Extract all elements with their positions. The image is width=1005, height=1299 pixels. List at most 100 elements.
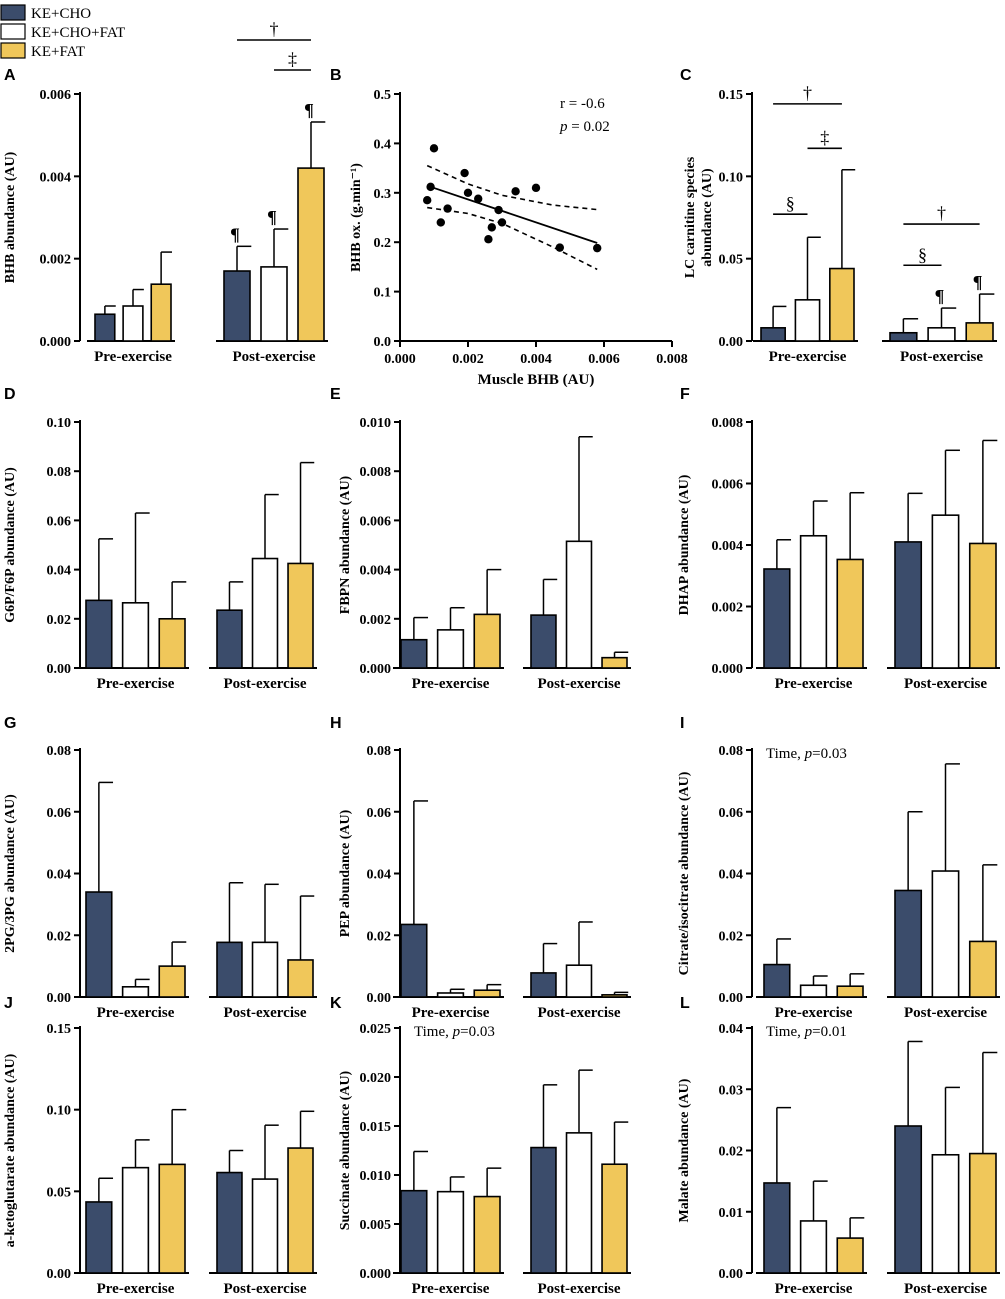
y-tick-label: 0.04 bbox=[719, 868, 744, 883]
y-tick-label: 0.0 bbox=[374, 335, 392, 350]
data-point bbox=[423, 196, 432, 205]
bar bbox=[894, 1125, 923, 1274]
legend: KE+CHO KE+CHO+FAT KE+FAT bbox=[0, 4, 125, 60]
bar bbox=[287, 562, 314, 669]
bar bbox=[121, 986, 150, 998]
bar bbox=[297, 167, 325, 342]
category-label: Post-exercise bbox=[904, 676, 987, 692]
bar bbox=[260, 266, 288, 342]
legend-swatch bbox=[0, 42, 26, 59]
category-label: Pre-exercise bbox=[412, 1005, 490, 1021]
bar bbox=[836, 985, 864, 998]
bar bbox=[150, 283, 172, 342]
y-tick-label: 0.05 bbox=[719, 253, 744, 268]
bar bbox=[436, 629, 465, 669]
y-tick-label: 0.02 bbox=[719, 929, 744, 944]
y-tick-label: 0.06 bbox=[719, 806, 744, 821]
r-annotation: r = -0.6 bbox=[560, 96, 605, 112]
bar bbox=[763, 568, 791, 669]
y-tick-label: 0.02 bbox=[367, 929, 392, 944]
bar bbox=[530, 1146, 557, 1274]
y-tick-label: 0.04 bbox=[47, 868, 72, 883]
y-tick-label: 0.08 bbox=[47, 744, 72, 759]
bar bbox=[601, 656, 628, 669]
data-point bbox=[463, 188, 473, 197]
data-point bbox=[494, 205, 503, 215]
bar bbox=[601, 994, 628, 998]
ci-lower-line bbox=[427, 206, 598, 271]
panel-e: E 0.000 0.002 0.004 0.006 0.008 0.010 FBPN abun… bbox=[330, 386, 631, 692]
bar bbox=[931, 1153, 960, 1274]
bar bbox=[931, 514, 960, 669]
y-tick-label: 0.06 bbox=[47, 514, 72, 529]
bar bbox=[473, 613, 501, 669]
bracket-symbol: ‡ bbox=[288, 49, 297, 69]
y-tick-label: 0.00 bbox=[719, 1267, 744, 1282]
y-tick-label: 0.010 bbox=[360, 416, 392, 431]
y-tick-label: 0.008 bbox=[712, 416, 744, 431]
x-tick-label: 0.008 bbox=[656, 352, 688, 367]
category-label: Post-exercise bbox=[537, 1005, 620, 1021]
x-tick-label: 0.002 bbox=[452, 352, 484, 367]
category-label: Post-exercise bbox=[904, 1005, 987, 1021]
panel-label: I bbox=[680, 715, 684, 732]
y-tick-label: 0.00 bbox=[719, 335, 744, 350]
category-label: Pre-exercise bbox=[97, 1281, 175, 1297]
bar bbox=[85, 599, 113, 669]
bar bbox=[836, 1237, 864, 1274]
time-annotation: Time, p=0.03 bbox=[766, 746, 847, 762]
bar bbox=[251, 1178, 279, 1274]
y-tick-label: 0.04 bbox=[719, 1022, 744, 1037]
ci-upper-line bbox=[426, 164, 598, 211]
y-tick-label: 0.2 bbox=[374, 236, 392, 251]
y-axis-label: FBPN abundance (AU) bbox=[338, 475, 353, 614]
y-tick-label: 0.02 bbox=[47, 613, 72, 628]
category-label: Pre-exercise bbox=[97, 1005, 175, 1021]
y-axis-label: Succinate abundance (AU) bbox=[338, 1070, 353, 1230]
bar bbox=[760, 327, 786, 342]
y-tick-label: 0.015 bbox=[360, 1120, 392, 1135]
panel-f: F 0.000 0.002 0.004 0.006 0.008 DHAP abundance… bbox=[677, 386, 1000, 692]
panel-label: F bbox=[680, 386, 690, 403]
y-tick-label: 0.006 bbox=[360, 514, 392, 529]
bar bbox=[530, 972, 557, 998]
y-tick-label: 0.004 bbox=[712, 539, 744, 554]
panel-a: A 0.000 0.002 0.004 0.006 BHB abundance (AU) P… bbox=[3, 19, 328, 365]
category-label: Post-exercise bbox=[900, 349, 983, 365]
y-tick-label: 0.10 bbox=[47, 416, 72, 431]
category-label: Pre-exercise bbox=[412, 1281, 490, 1297]
y-tick-label: 0.006 bbox=[712, 478, 744, 493]
x-tick-label: 0.006 bbox=[588, 352, 620, 367]
category-label: Pre-exercise bbox=[775, 676, 853, 692]
bar bbox=[894, 541, 923, 669]
y-tick-label: 0.004 bbox=[40, 170, 72, 185]
bar bbox=[601, 1163, 628, 1274]
bar bbox=[436, 1190, 465, 1274]
data-point bbox=[436, 218, 445, 227]
bar bbox=[565, 540, 593, 669]
legend-swatch bbox=[0, 23, 26, 40]
bar bbox=[85, 1201, 113, 1274]
bar bbox=[121, 602, 150, 669]
y-axis-label: abundance (AU) bbox=[700, 168, 715, 267]
y-axis-label: G6P/F6P abundance (AU) bbox=[3, 467, 18, 623]
panel-c: C 0.00 0.05 0.10 0.15 LC carnitine species abu… bbox=[680, 67, 997, 365]
y-axis-label: BHB abundance (AU) bbox=[3, 151, 18, 283]
panel-k: K 0.000 0.005 0.010 0.015 0.020 0.025 Succinate… bbox=[330, 995, 631, 1297]
panel-label: K bbox=[330, 995, 342, 1012]
time-annotation: Time, p=0.03 bbox=[414, 1024, 495, 1040]
y-axis-label: PEP abundance (AU) bbox=[338, 809, 353, 937]
data-point bbox=[593, 243, 602, 253]
y-tick-label: 0.5 bbox=[374, 88, 392, 103]
bar bbox=[158, 617, 186, 669]
data-point bbox=[511, 187, 520, 196]
y-tick-label: 0.08 bbox=[719, 744, 744, 759]
category-label: Pre-exercise bbox=[769, 349, 847, 365]
y-axis-label: DHAP abundance (AU) bbox=[677, 474, 692, 615]
category-label: Pre-exercise bbox=[97, 676, 175, 692]
p-annotation: p = 0.02 bbox=[559, 119, 610, 135]
panel-d: D 0.00 0.02 0.04 0.06 0.08 0.10 G6P/F6P abundan… bbox=[3, 386, 317, 692]
y-tick-label: 0.08 bbox=[367, 744, 392, 759]
category-label: Post-exercise bbox=[223, 1281, 306, 1297]
bar bbox=[287, 1147, 314, 1274]
